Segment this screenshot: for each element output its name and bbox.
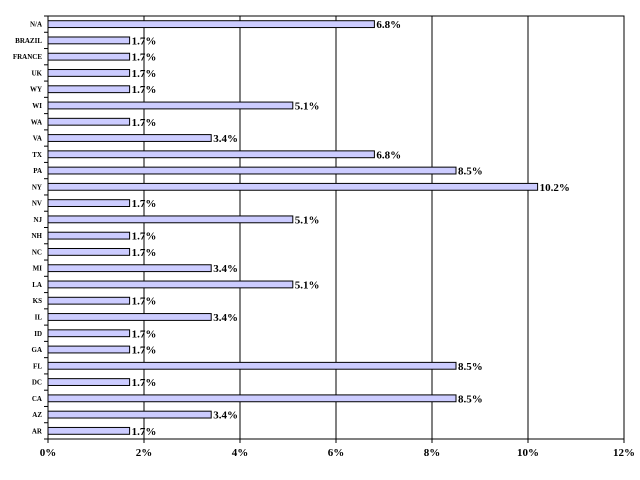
y-tick-label: KS: [33, 297, 42, 305]
y-axis: N/A BRAZIL FRANCE UK WY WI WA VA TX PA NY NV NJ NH NC M…: [13, 15, 48, 440]
data-label: 3.4%: [213, 312, 238, 324]
x-tick-label: 0%: [40, 447, 57, 459]
bar: [47, 117, 131, 126]
data-label: 8.5%: [458, 361, 483, 373]
data-label: 3.4%: [213, 133, 238, 145]
bar: [47, 36, 131, 45]
bar: [47, 410, 212, 419]
data-label: 1.7%: [132, 117, 157, 129]
y-tick-label: WI: [32, 102, 42, 110]
data-label: 1.7%: [132, 328, 157, 340]
bar: [47, 280, 294, 289]
data-label: 1.7%: [132, 52, 157, 64]
bar: [47, 215, 294, 224]
data-label: 5.1%: [295, 100, 320, 112]
y-tick-label: AR: [32, 427, 43, 435]
x-tick-label: 10%: [517, 447, 539, 459]
data-label: 5.1%: [295, 214, 320, 226]
y-tick-label: TX: [32, 151, 42, 159]
bar: [47, 231, 131, 240]
data-label: 1.7%: [132, 198, 157, 210]
y-tick-label: NY: [32, 183, 42, 191]
data-label: 8.5%: [458, 393, 483, 405]
y-tick-label: MI: [33, 265, 43, 273]
bar: [47, 182, 539, 191]
y-tick-label: NH: [32, 232, 43, 240]
y-tick-label: UK: [32, 69, 43, 77]
data-label: 1.7%: [132, 426, 157, 438]
y-tick-label: CA: [32, 395, 42, 403]
x-tick-label: 12%: [613, 447, 635, 459]
data-label: 1.7%: [132, 231, 157, 243]
y-tick-label: PA: [33, 167, 42, 175]
data-label: 1.7%: [132, 345, 157, 357]
bar: [47, 264, 212, 273]
bar: [47, 20, 375, 29]
data-label: 1.7%: [132, 68, 157, 80]
y-tick-label: NC: [32, 248, 42, 256]
bars: [47, 20, 539, 435]
y-tick-label: GA: [32, 346, 43, 354]
bar: [47, 52, 131, 61]
x-tick-label: 6%: [328, 447, 345, 459]
bar: [47, 150, 375, 159]
bar: [47, 85, 131, 94]
y-tick-label: FL: [33, 362, 42, 370]
data-label: 8.5%: [458, 166, 483, 178]
y-tick-label: AZ: [32, 411, 42, 419]
bar: [47, 247, 131, 256]
y-tick-label: DC: [32, 379, 42, 387]
bar: [47, 394, 457, 403]
bar: [47, 329, 131, 338]
data-label: 6.8%: [376, 149, 401, 161]
data-label: 1.7%: [132, 247, 157, 259]
value-labels: 6.8% 1.7% 1.7% 1.7% 1.7% 5.1% 1.7% 3.4% 6.8% 8.5%…: [132, 19, 570, 438]
data-label: 1.7%: [132, 377, 157, 389]
data-label: 5.1%: [295, 279, 320, 291]
bar: [47, 426, 131, 435]
y-tick-label: WY: [30, 86, 42, 94]
y-tick-label: ID: [34, 330, 42, 338]
x-tick-label: 4%: [232, 447, 249, 459]
data-label: 1.7%: [132, 296, 157, 308]
y-tick-label: NJ: [33, 216, 42, 224]
y-tick-label: N/A: [30, 21, 42, 29]
y-tick-label: FRANCE: [13, 53, 42, 61]
data-label: 3.4%: [213, 410, 238, 422]
bar: [47, 313, 212, 321]
y-tick-label: VA: [33, 135, 42, 143]
y-tick-label: IL: [35, 313, 43, 321]
data-label: 3.4%: [213, 263, 238, 275]
y-tick-label: LA: [32, 281, 42, 289]
y-tick-label: NV: [32, 200, 42, 208]
bar: [47, 69, 131, 77]
y-tick-label: WA: [31, 118, 42, 126]
x-tick-label: 2%: [136, 447, 153, 459]
bar: [47, 199, 131, 208]
y-tick-label: BRAZIL: [15, 37, 42, 45]
bar: [47, 296, 131, 305]
data-label: 1.7%: [132, 35, 157, 47]
x-tick-label: 8%: [424, 447, 441, 459]
bar: [47, 166, 457, 175]
data-label: 10.2%: [540, 182, 570, 194]
bar: [47, 101, 294, 110]
x-axis: 0% 2% 4% 6% 8% 10% 12%: [40, 439, 635, 459]
data-label: 6.8%: [376, 19, 401, 31]
bar: [47, 361, 457, 370]
data-label: 1.7%: [132, 84, 157, 96]
bar: [47, 345, 131, 354]
bar: [47, 378, 131, 386]
bar: [47, 134, 212, 142]
